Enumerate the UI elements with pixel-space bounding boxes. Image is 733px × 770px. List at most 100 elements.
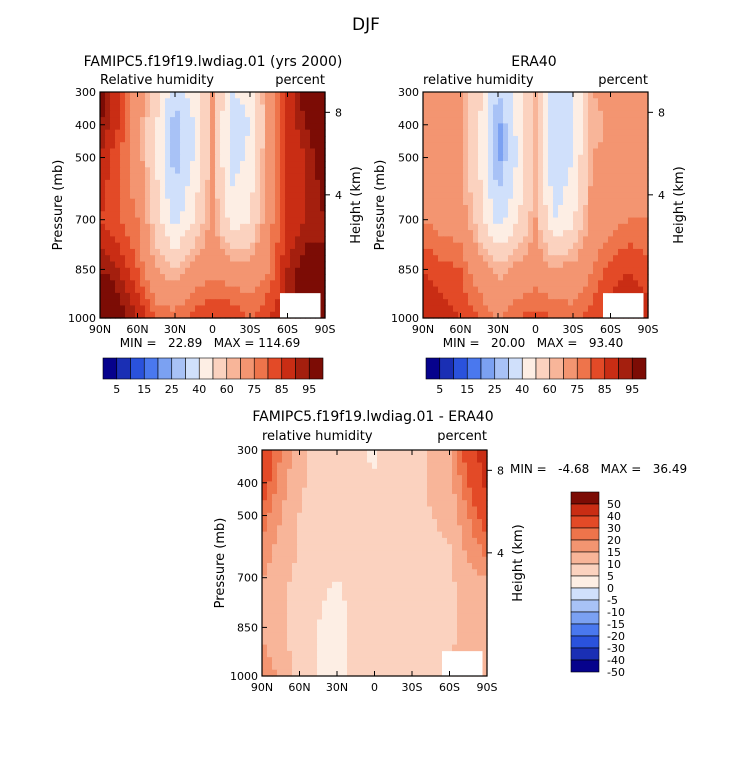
panel-obs-cell xyxy=(523,205,529,212)
panel-diff-cell xyxy=(482,512,488,520)
panel-model-cell xyxy=(170,198,176,206)
panel-model-cell xyxy=(135,198,141,206)
panel-obs-cell xyxy=(443,186,449,194)
panel-obs-x-tick-label: 90N xyxy=(412,323,434,336)
panel-model-cell xyxy=(100,129,106,137)
panel-model-cell xyxy=(175,192,181,200)
panel-obs-cell xyxy=(468,280,474,288)
panel-diff-cell xyxy=(437,493,443,501)
panel-diff-cell xyxy=(352,581,358,589)
panel-obs-cell xyxy=(448,205,454,212)
panel-obs-cell xyxy=(603,267,609,275)
panel-diff-cell xyxy=(477,588,483,595)
panel-diff-cell xyxy=(377,613,383,621)
panel-obs-cell xyxy=(538,179,544,187)
panel-obs-cell xyxy=(503,192,509,200)
panel-model-cell xyxy=(290,135,296,143)
panel-diff-cell xyxy=(277,544,283,552)
panel-obs-cell xyxy=(483,148,489,156)
panel-obs-cell xyxy=(563,110,569,118)
panel-model-cell xyxy=(200,274,206,281)
panel-diff-cell xyxy=(357,506,363,514)
panel-diff-cell xyxy=(377,519,383,526)
panel-obs-cell xyxy=(453,104,459,112)
panel-model-cell xyxy=(270,274,276,281)
panel-obs-cell xyxy=(463,267,469,275)
panel-obs-cell xyxy=(558,217,564,225)
panel-model-cell xyxy=(205,230,211,237)
panel-diff-cell xyxy=(327,487,333,495)
panel-diff-cell xyxy=(457,563,463,570)
panel-diff-cell xyxy=(322,669,328,677)
panel-obs-cell xyxy=(513,110,519,118)
panel-model-cell xyxy=(270,154,276,162)
panel-obs-cell xyxy=(428,236,434,244)
panel-obs-cell xyxy=(483,123,489,131)
panel-diff-cell xyxy=(317,563,323,570)
panel-diff-cell xyxy=(327,525,333,533)
panel-model-cell xyxy=(270,104,276,112)
panel-model-cell xyxy=(260,242,266,250)
panel-diff-cell xyxy=(477,644,483,652)
panel-diff-cell xyxy=(357,613,363,621)
panel-obs-cell xyxy=(608,173,614,181)
panel-obs-cell xyxy=(558,236,564,244)
panel-model-cell xyxy=(115,167,121,175)
panel-obs-cell xyxy=(528,223,534,231)
panel-model-cell xyxy=(170,129,176,137)
panel-obs-cell xyxy=(563,280,569,288)
panel-model-cell xyxy=(150,311,156,319)
panel-diff-cell xyxy=(422,550,428,558)
panel-obs-cell xyxy=(588,179,594,187)
panel-model-colorbar-swatch xyxy=(240,357,255,380)
panel-diff-cell xyxy=(267,450,273,457)
panel-diff-cell xyxy=(417,644,423,652)
panel-diff-cell xyxy=(272,519,278,526)
panel-diff-cell xyxy=(322,600,328,608)
panel-diff-cell xyxy=(402,493,408,501)
panel-model-cell xyxy=(245,292,251,300)
panel-model-cell xyxy=(205,104,211,112)
panel-diff-cell xyxy=(322,531,328,539)
panel-obs-cell xyxy=(508,148,514,156)
panel-model-cell xyxy=(100,110,106,118)
panel-model-cell xyxy=(285,267,291,275)
panel-model-cell xyxy=(310,129,316,137)
panel-model-cell xyxy=(140,110,146,118)
panel-obs-cell xyxy=(443,217,449,225)
panel-model-cell xyxy=(145,104,151,112)
panel-obs-cell xyxy=(533,236,539,244)
panel-model-cell xyxy=(310,230,316,237)
panel-model-cell xyxy=(115,255,121,263)
panel-model-cell xyxy=(305,161,311,168)
panel-model-cell xyxy=(310,110,316,118)
panel-diff-cell xyxy=(272,550,278,558)
panel-model-cell xyxy=(235,129,241,137)
panel-obs-cell xyxy=(543,123,549,131)
panel-model-cell xyxy=(285,242,291,250)
panel-diff-cell xyxy=(297,638,303,646)
panel-model-cell xyxy=(290,280,296,288)
panel-diff-cell xyxy=(407,588,413,595)
panel-obs-cell xyxy=(463,142,469,150)
panel-model-cell xyxy=(175,286,181,294)
panel-obs-cell xyxy=(483,286,489,294)
panel-obs-cell xyxy=(573,110,579,118)
panel-model-cell xyxy=(125,92,131,99)
panel-obs-cell xyxy=(533,198,539,206)
panel-obs-cell xyxy=(558,230,564,237)
panel-diff-cell xyxy=(347,613,353,621)
panel-obs-cell xyxy=(443,142,449,150)
panel-model-cell xyxy=(130,242,136,250)
panel-model-cell xyxy=(155,299,161,307)
panel-diff-cell xyxy=(327,481,333,489)
panel-model-cell xyxy=(320,255,326,263)
panel-obs-cell xyxy=(588,173,594,181)
panel-model-cell xyxy=(250,267,256,275)
panel-diff-cell xyxy=(272,456,278,464)
panel-obs-cell xyxy=(423,110,429,118)
panel-diff-cell xyxy=(307,556,313,564)
panel-diff-cell xyxy=(397,519,403,526)
panel-diff-cell xyxy=(392,487,398,495)
panel-diff-cell xyxy=(347,606,353,614)
